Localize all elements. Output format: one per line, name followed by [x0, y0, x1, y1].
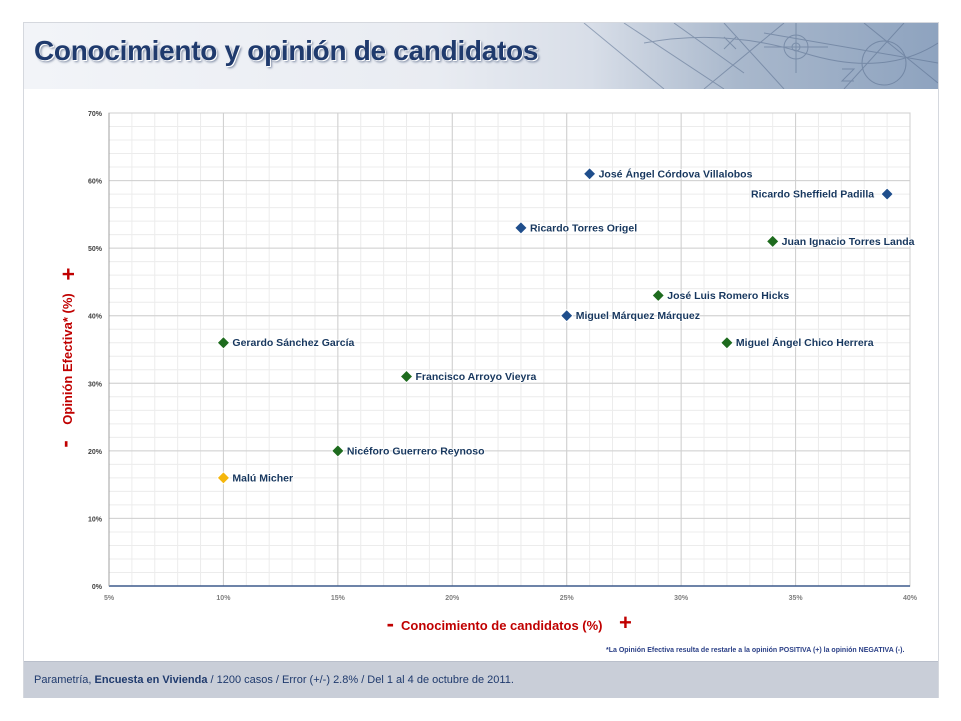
axes: 5% 10% 15% 20% 25% 30% 35% 40% 0% 10% 20% 30% 40% 50%…	[88, 111, 918, 602]
y-axis-minus-sign: -	[52, 440, 77, 447]
data-point-marker	[216, 471, 230, 485]
x-tick-label: 20%	[445, 595, 460, 602]
data-point-marker	[720, 336, 734, 350]
y-tick-label: 0%	[92, 584, 103, 591]
data-point-label: José Ángel Córdova Villalobos	[599, 167, 753, 180]
data-point-marker	[216, 336, 230, 350]
y-axis-label: Opinión Efectiva* (%)	[60, 293, 75, 424]
y-tick-label: 40%	[88, 314, 103, 321]
data-point-label: Ricardo Sheffield Padilla	[751, 189, 874, 201]
data-point-label: Ricardo Torres Origel	[530, 222, 637, 234]
x-axis-label: Conocimiento de candidatos (%)	[401, 618, 603, 633]
y-tick-label: 70%	[88, 111, 103, 118]
data-point-label: José Luis Romero Hicks	[667, 290, 789, 302]
map-decoration-icon	[583, 23, 938, 89]
data-point-label: Francisco Arroyo Vieyra	[416, 371, 537, 383]
data-point-marker	[514, 221, 528, 235]
footer-survey-type: Encuesta en Vivienda	[94, 674, 208, 686]
data-point-marker	[651, 288, 665, 303]
y-tick-label: 30%	[88, 381, 103, 388]
x-tick-label: 10%	[216, 595, 231, 602]
footer-bar: Parametría, Encuesta en Vivienda / 1200 …	[24, 661, 938, 698]
footer-source-name: Parametría,	[34, 674, 92, 686]
data-point-marker	[766, 234, 780, 248]
data-point-marker	[560, 309, 574, 323]
header-banner: Conocimiento y opinión de candidatos	[24, 23, 938, 89]
y-axis-title: Opinión Efectiva* (%) - +	[52, 268, 81, 448]
x-tick-label: 15%	[331, 595, 346, 602]
footer-details: / 1200 casos / Error (+/-) 2.8% / Del 1 …	[210, 674, 514, 686]
plot-area	[108, 112, 911, 587]
x-tick-label: 5%	[104, 595, 115, 602]
y-tick-label: 60%	[88, 179, 103, 186]
x-axis-minus-sign: -	[387, 611, 394, 636]
x-axis-plus-sign: +	[619, 610, 632, 635]
data-point-marker	[399, 369, 414, 384]
data-point-label: Nicéforo Guerrero Reynoso	[347, 445, 485, 457]
x-tick-label: 25%	[560, 595, 575, 602]
data-point-label: Miguel Ángel Chico Herrera	[736, 336, 874, 349]
data-point-marker	[583, 167, 597, 181]
slide: Conocimiento y opinión de candidatos 5% 1…	[23, 22, 939, 698]
scatter-chart: 5% 10% 15% 20% 25% 30% 35% 40% 0% 10% 20% 30% 40% 50%…	[52, 111, 918, 636]
data-point-marker	[880, 187, 894, 201]
x-tick-label: 35%	[789, 595, 804, 602]
x-axis-title: - Conocimiento de candidatos (%) +	[387, 610, 632, 636]
data-points: José Ángel Córdova Villalobos Ricardo She…	[216, 167, 915, 485]
data-point-label: Gerardo Sánchez García	[232, 337, 354, 349]
data-point-label: Juan Ignacio Torres Landa	[782, 236, 915, 248]
y-tick-label: 20%	[88, 449, 103, 456]
grid	[108, 112, 911, 587]
footnote: *La Opinión Efectiva resulta de restarle…	[606, 647, 905, 654]
y-tick-label: 50%	[88, 246, 103, 253]
footer-source: Parametría, Encuesta en Vivienda / 1200 …	[34, 674, 514, 686]
data-point-label: Malú Micher	[232, 472, 293, 484]
x-tick-label: 40%	[903, 595, 918, 602]
page-title: Conocimiento y opinión de candidatos	[34, 35, 539, 66]
y-tick-label: 10%	[88, 516, 103, 523]
y-axis-plus-sign: +	[56, 268, 81, 281]
data-point-marker	[331, 444, 345, 458]
x-tick-label: 30%	[674, 595, 689, 602]
data-point-label: Miguel Márquez Márquez	[576, 310, 700, 322]
